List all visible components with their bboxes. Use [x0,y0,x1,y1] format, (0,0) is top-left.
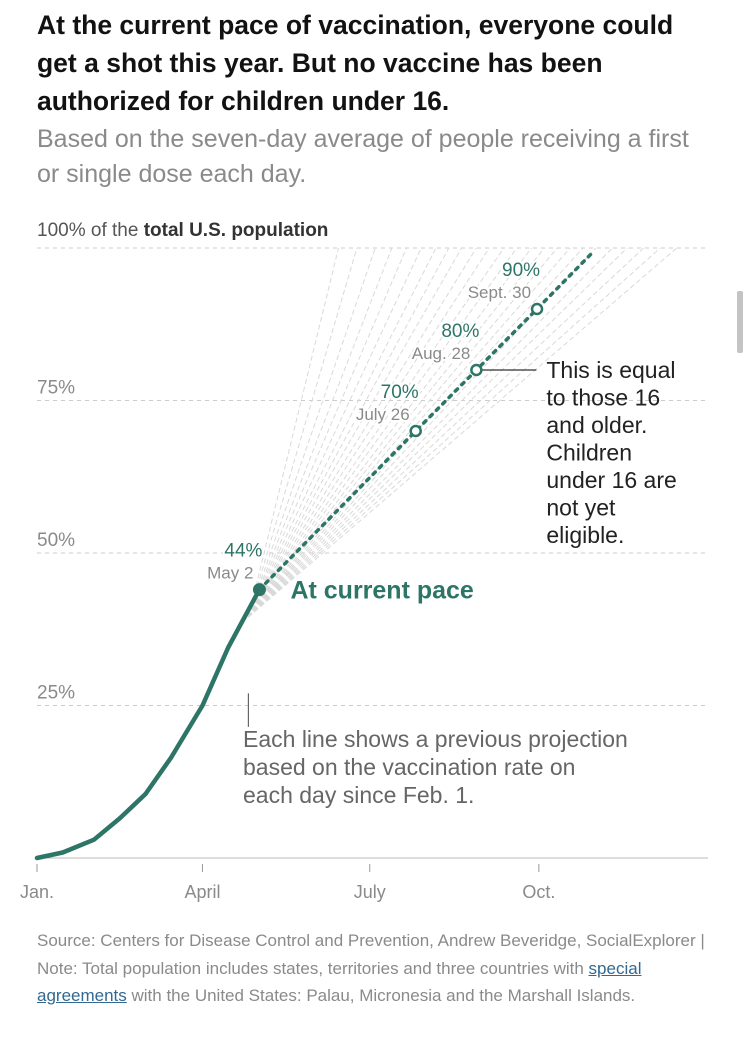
projection-line [248,247,597,618]
special-agreements-link[interactable]: special agreements [37,958,642,1006]
equal-note-line: and older. [546,412,647,438]
chart-headline: At the current pace of vaccination, ever… [37,10,674,116]
annotations: At current pace This is equal to those 16 a… [243,357,677,808]
projection-line [248,247,532,618]
milestone-date-label: Aug. 28 [412,344,471,363]
equal-note-line: not yet [546,495,616,521]
projection-line [248,247,628,618]
projection-line [248,247,571,618]
equal-note: This is equal to those 16 and older. Childr… [546,357,676,548]
projection-line [247,247,358,618]
source-note: Source: Centers for Disease Control and … [37,927,717,1010]
gridlines: 25% 50% 75% [37,247,708,706]
projection-line [248,247,545,618]
projection-line [248,247,613,618]
projection-line [247,247,422,618]
source-text-end: with the United States: Palau, Micronesi… [126,986,636,1005]
y-unit-label-bold: total U.S. population [144,220,329,241]
milestone-date-label: May 2 [207,564,253,583]
projection-line [247,247,463,618]
equal-note-line: This is equal [546,357,675,383]
projection-line [247,247,376,618]
projection-line [247,247,407,618]
projection-line [248,247,644,618]
vaccination-chart: 100% of the total U.S. population 25% 50%… [20,220,708,902]
milestone-dot [252,583,266,597]
milestone-date-label: Sept. 30 [468,283,531,302]
equal-note-line: under 16 are [546,467,676,493]
projection-line [248,247,558,618]
projection-line [247,247,437,618]
milestone-percent-label: 80% [441,321,479,342]
y-unit-label: 100% of the total U.S. population [37,220,328,241]
milestone-date-label: July 26 [356,405,410,424]
x-tick-label: July [354,882,386,902]
x-tick-label: April [184,882,220,902]
projection-note-line: Each line shows a previous projection [243,726,628,752]
current-pace-label: At current pace [290,577,473,605]
milestone-dot [470,363,483,377]
equal-note-line: Children [546,440,632,466]
y-tick-label: 50% [37,530,75,551]
x-tick-label: Jan. [20,882,54,902]
projection-line [247,247,477,618]
projection-note: Each line shows a previous projection bas… [243,726,628,808]
milestone-percent-label: 70% [381,382,419,403]
projection-note-line: based on the vaccination rate on [243,754,575,780]
chart-subhead: Based on the seven-day average of people… [37,125,689,188]
projection-line [247,247,490,618]
projection-line [248,247,678,618]
equal-note-line: eligible. [546,522,624,548]
milestone-dot [530,302,544,316]
projection-line [248,247,518,618]
y-tick-label: 25% [37,683,75,704]
scrollbar-thumb[interactable] [737,291,743,353]
series-line-current-pace [257,249,596,592]
milestones: 44% May 2 70% July 26 80% Aug. 28 90% Sept. 30 [205,258,544,597]
milestone-percent-label: 90% [502,260,540,281]
projection-line [247,247,339,618]
projection-lines [247,247,678,618]
series-line-actual [34,587,262,861]
x-axis: Jan. April July Oct. [20,857,708,902]
projection-line [247,247,450,618]
equal-note-line: to those 16 [546,385,660,411]
projection-note-line: each day since Feb. 1. [243,782,474,808]
projection-line [248,247,661,618]
source-text: Source: Centers for Disease Control and … [37,931,705,978]
projection-line [247,247,393,618]
y-unit-label-prefix: 100% of the [37,220,144,241]
y-tick-label: 75% [37,378,75,399]
milestone-dot [409,424,422,438]
x-tick-label: Oct. [522,882,555,902]
milestone-percent-label: 44% [224,541,262,562]
